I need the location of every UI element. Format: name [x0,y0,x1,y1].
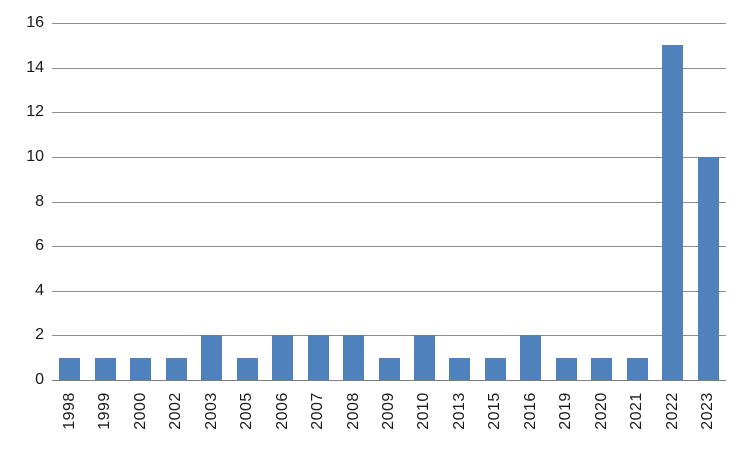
x-tick-label: 1999 [96,392,114,430]
x-tick-label: 2016 [521,392,539,430]
bar-1999 [94,357,116,380]
bar-2013 [449,357,471,380]
y-tick-label: 14 [26,58,44,76]
x-tick-label: 2021 [628,392,646,430]
bar-2015 [484,357,506,380]
x-tick-label: 2009 [380,392,397,430]
gridline [52,290,726,292]
gridline [52,246,726,248]
bar-2023 [697,156,719,380]
bar-2020 [591,357,613,380]
bar-2021 [626,357,648,380]
x-tick-label: 1998 [60,392,78,430]
x-tick-label: 2008 [344,392,362,430]
bar-2022 [662,45,684,380]
y-tick-label: 8 [35,192,44,210]
plot-area [52,23,726,381]
bar-2000 [130,357,152,380]
x-tick-label: 2015 [486,392,504,430]
bar-2007 [307,335,329,380]
y-tick-label: 16 [26,14,44,31]
gridline [52,156,726,158]
y-tick-label: 4 [35,281,44,299]
bar-2016 [520,335,542,380]
bar-2002 [165,357,187,380]
gridline [52,112,726,114]
x-tick-label: 2006 [273,392,291,430]
x-tick-label: 2019 [557,392,575,430]
bar-2006 [272,335,294,380]
x-tick-label: 2007 [309,392,327,430]
x-tick-label: 2005 [238,392,256,430]
bar-2003 [201,335,223,380]
x-tick-label: 2013 [450,392,468,430]
x-tick-label: 2002 [167,392,185,430]
bar-1998 [59,357,81,380]
gridline [52,23,726,24]
bar-2009 [378,357,400,380]
y-tick-label: 6 [35,237,44,255]
bar-2008 [343,335,365,380]
y-tick-label: 12 [26,103,44,121]
gridline [52,67,726,69]
bar-2019 [555,357,577,380]
x-tick-label: 2020 [592,392,610,430]
x-axis-line [52,380,726,381]
gridline [52,335,726,337]
y-tick-label: 0 [35,371,44,388]
x-tick-label: 2022 [663,392,681,430]
x-tick-label: 2003 [202,392,220,430]
bar-2005 [236,357,258,380]
x-tick-label: 2000 [131,392,149,430]
x-tick-label: 2010 [415,392,433,430]
y-tick-label: 10 [26,147,44,165]
y-tick-label: 2 [35,326,44,344]
bar-2010 [413,335,435,380]
gridline [52,201,726,203]
x-tick-label: 2023 [699,392,717,430]
